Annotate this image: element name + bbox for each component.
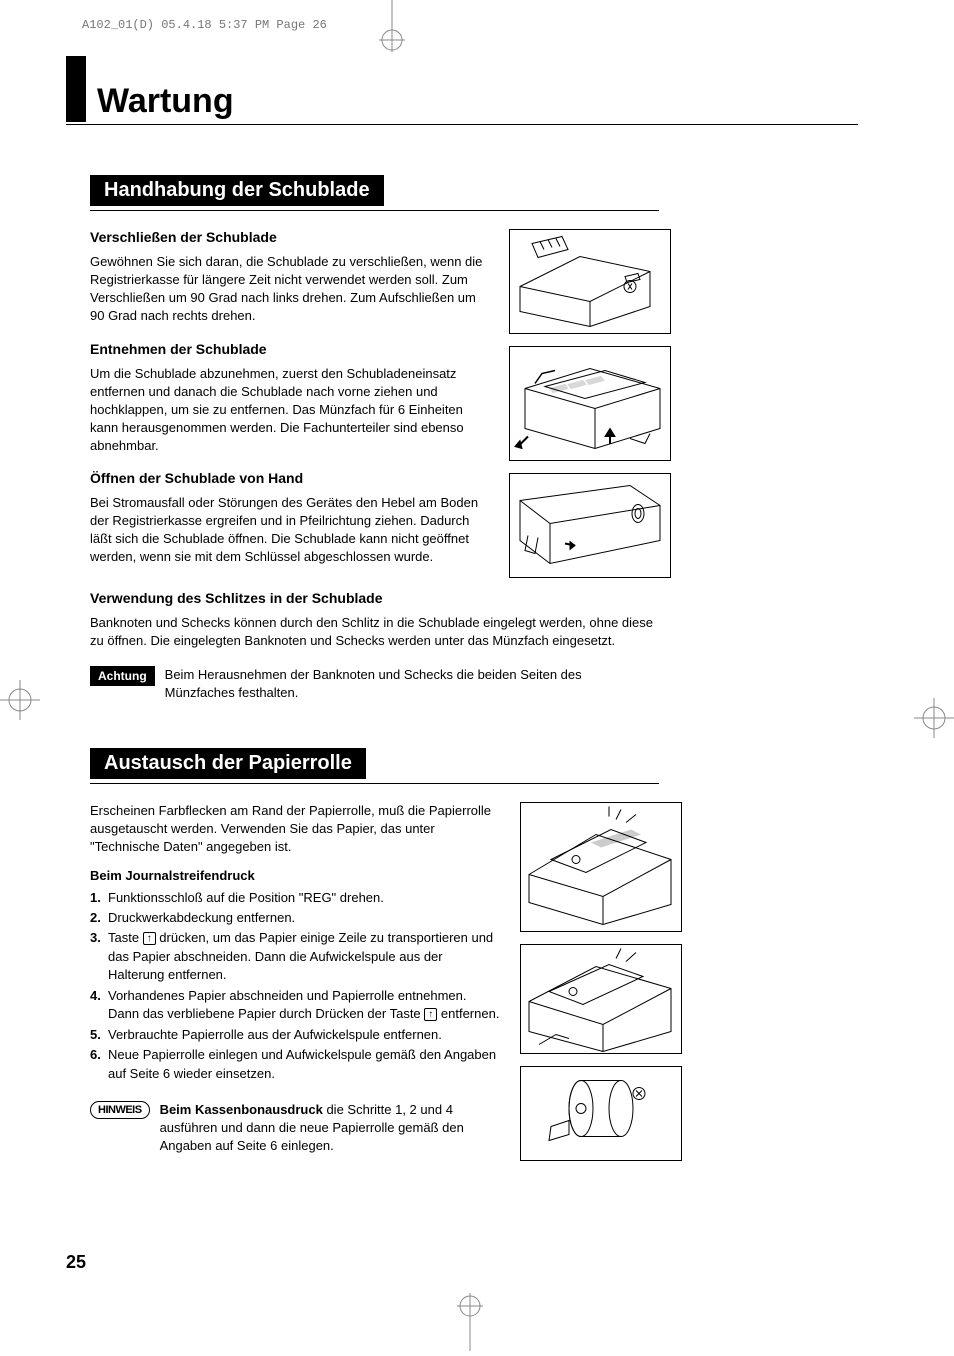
print-header: A102_01(D) 05.4.18 5:37 PM Page 26 — [82, 18, 327, 32]
crop-mark-top — [377, 0, 407, 55]
crop-mark-bottom — [455, 1291, 485, 1351]
registration-mark-left — [0, 680, 40, 720]
subheading-open: Öffnen der Schublade von Hand — [90, 470, 489, 486]
figure-drawer-remove — [509, 346, 671, 461]
body-slot: Banknoten und Schecks können durch den S… — [90, 614, 665, 650]
figure-paper-step2 — [520, 944, 682, 1054]
page-title: Wartung — [97, 82, 234, 121]
registration-mark-right — [914, 698, 954, 738]
achtung-text: Beim Herausnehmen der Banknoten und Sche… — [165, 666, 655, 702]
section-underline-2 — [90, 783, 659, 784]
subheading-slot: Verwendung des Schlitzes in der Schublad… — [90, 590, 865, 606]
body-open: Bei Stromausfall oder Störungen des Gerä… — [90, 494, 489, 566]
section-heading-drawer: Handhabung der Schublade — [90, 175, 384, 206]
body-remove: Um die Schublade abzunehmen, zuerst den … — [90, 365, 489, 455]
figure-paper-roll — [520, 1066, 682, 1161]
feed-key-icon: ↑ — [143, 932, 156, 945]
title-underline — [66, 124, 858, 125]
subheading-lock: Verschließen der Schublade — [90, 229, 489, 245]
figure-drawer-lock — [509, 229, 671, 334]
subheading-remove: Entnehmen der Schublade — [90, 341, 489, 357]
section-heading-paper: Austausch der Papierrolle — [90, 748, 366, 779]
body-lock: Gewöhnen Sie sich daran, die Schublade z… — [90, 253, 489, 325]
hinweis-badge: HINWEIS — [90, 1101, 150, 1119]
list-heading-journal: Beim Journalstreifendruck — [90, 868, 500, 883]
figure-paper-step1 — [520, 802, 682, 932]
figure-drawer-manual — [509, 473, 671, 578]
steps-list: 1.Funktionsschloß auf die Position "REG"… — [90, 889, 500, 1084]
section-underline — [90, 210, 659, 211]
page-number: 25 — [66, 1252, 86, 1273]
feed-key-icon: ↑ — [424, 1008, 437, 1021]
achtung-badge: Achtung — [90, 666, 155, 686]
page-tab — [66, 56, 86, 122]
body-paper-intro: Erscheinen Farbflecken am Rand der Papie… — [90, 802, 500, 856]
hinweis-text: Beim Kassenbonausdruck die Schritte 1, 2… — [160, 1101, 480, 1155]
